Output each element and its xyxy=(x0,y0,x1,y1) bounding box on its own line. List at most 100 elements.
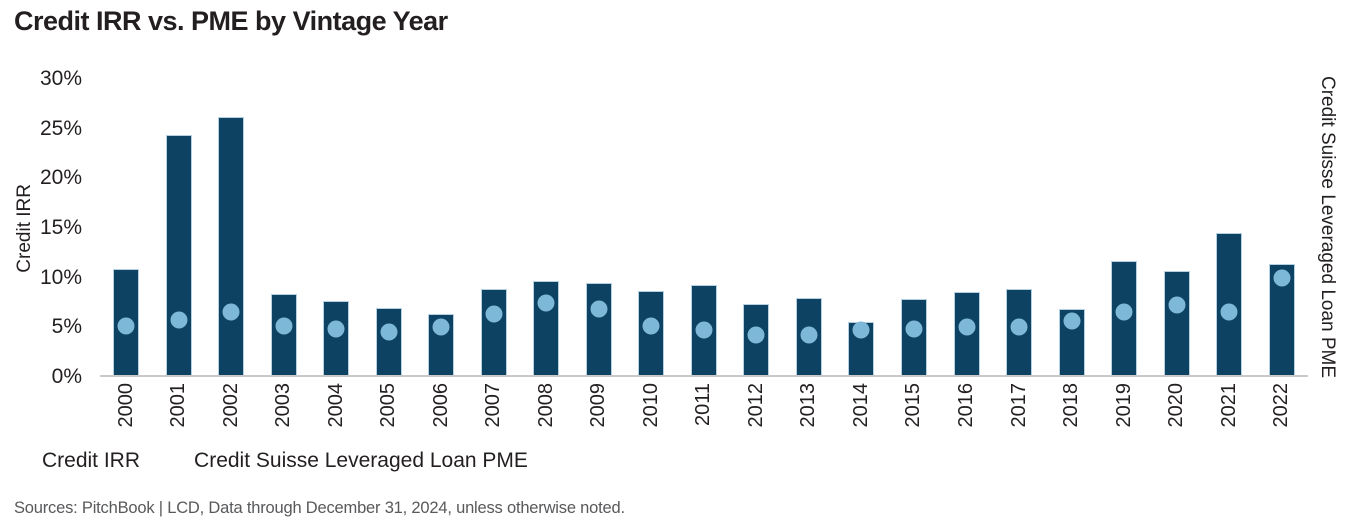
x-tick-label: 2016 xyxy=(955,383,977,428)
pme-dot xyxy=(327,320,345,338)
pme-dot xyxy=(1115,303,1133,321)
pme-dot xyxy=(695,321,713,339)
chart-title: Credit IRR vs. PME by Vintage Year xyxy=(14,6,448,36)
credit-irr-bar xyxy=(480,289,507,375)
y-tick-label: 25% xyxy=(39,116,82,140)
source-note: Sources: PitchBook | LCD, Data through D… xyxy=(14,499,625,517)
pme-dot xyxy=(485,305,503,323)
vintage-column: 2000 xyxy=(100,79,153,428)
credit-irr-swatch-icon xyxy=(16,453,33,470)
vintage-column: 2020 xyxy=(1150,79,1203,428)
x-tick-label: 2003 xyxy=(272,383,295,428)
pme-dot xyxy=(1063,312,1081,330)
pme-dot xyxy=(590,300,608,318)
vintage-column: 2002 xyxy=(205,79,258,428)
x-tick-label: 2010 xyxy=(639,383,662,428)
x-tick-label: 2007 xyxy=(482,383,505,428)
pme-dot xyxy=(1273,269,1291,287)
x-tick-label: 2008 xyxy=(534,383,557,428)
vintage-column: 2005 xyxy=(363,79,416,428)
vintage-column: 2010 xyxy=(625,79,678,428)
x-tick-label: 2004 xyxy=(324,383,347,428)
x-tick-wrap: 2004 xyxy=(310,383,363,428)
credit-irr-bar xyxy=(1163,271,1190,375)
y-axis-title-right: Credit Suisse Leveraged Loan PME xyxy=(1317,75,1338,379)
x-tick-label: 2015 xyxy=(902,383,925,428)
x-tick-label: 2021 xyxy=(1217,383,1240,428)
x-tick-wrap: 2006 xyxy=(415,383,468,428)
vintage-column: 2022 xyxy=(1255,79,1308,428)
x-tick-label: 2019 xyxy=(1112,383,1135,428)
x-tick-label: 2022 xyxy=(1270,383,1293,428)
vintage-column: 2014 xyxy=(835,79,888,428)
credit-irr-bar xyxy=(1006,289,1033,375)
x-tick-label: 2011 xyxy=(692,383,715,427)
vintage-column: 2009 xyxy=(573,79,626,428)
vintage-column: 2021 xyxy=(1203,79,1256,428)
y-tick-label: 30% xyxy=(39,67,82,90)
x-tick-wrap: 2005 xyxy=(363,383,416,428)
x-tick-wrap: 2003 xyxy=(258,383,311,428)
x-tick-wrap: 2002 xyxy=(205,383,258,428)
pme-dot xyxy=(380,323,398,341)
y-tick-label: 10% xyxy=(39,265,82,289)
x-tick-wrap: 2021 xyxy=(1203,383,1256,428)
legend: Credit IRR Credit Suisse Leveraged Loan … xyxy=(16,449,528,473)
credit-irr-bar xyxy=(323,301,350,375)
x-tick-wrap: 2009 xyxy=(573,383,626,428)
x-tick-label: 2018 xyxy=(1060,383,1083,428)
x-tick-label: 2001 xyxy=(167,383,190,428)
x-tick-label: 2012 xyxy=(744,383,767,428)
credit-irr-bar xyxy=(375,307,402,375)
x-tick-wrap: 2013 xyxy=(783,383,836,428)
pme-dot xyxy=(275,317,293,335)
x-tick-label: 2014 xyxy=(849,383,872,428)
pme-dot xyxy=(958,318,975,336)
x-tick-label: 2006 xyxy=(429,383,452,428)
pme-dot xyxy=(1010,318,1028,336)
y-tick-label: 5% xyxy=(51,315,82,339)
vintage-column: 2017 xyxy=(993,79,1046,428)
vintage-column: 2011 xyxy=(678,79,731,426)
pme-dot xyxy=(747,326,765,344)
vintage-column: 2008 xyxy=(520,79,573,428)
x-tick-wrap: 2017 xyxy=(993,383,1046,428)
vintage-column: 2012 xyxy=(730,79,783,428)
pme-dot xyxy=(117,317,135,335)
vintage-column: 2016 xyxy=(940,79,993,428)
pme-dot xyxy=(642,317,660,335)
vintage-column: 2006 xyxy=(415,79,468,428)
x-tick-wrap: 2012 xyxy=(730,383,783,428)
x-tick-wrap: 2020 xyxy=(1150,383,1203,428)
pme-swatch-icon xyxy=(168,453,185,470)
x-tick-wrap: 2015 xyxy=(888,383,941,428)
x-tick-wrap: 2001 xyxy=(153,383,206,428)
vintage-column: 2015 xyxy=(888,79,941,428)
y-tick-label: 0% xyxy=(51,365,82,388)
legend-label-pme: Credit Suisse Leveraged Loan PME xyxy=(194,449,528,472)
y-tick-label: 15% xyxy=(39,216,82,239)
credit-irr-bar xyxy=(585,283,612,375)
x-tick-wrap: 2007 xyxy=(468,383,521,428)
x-tick-label: 2000 xyxy=(114,383,137,428)
x-tick-label: 2005 xyxy=(377,383,400,428)
vintage-column: 2004 xyxy=(310,79,363,428)
plot-area: 2000 2001 2002 2003 2004 2005 2006 2007 2008 2009… xyxy=(100,79,1308,428)
pme-dot xyxy=(905,320,923,338)
legend-item-credit-irr: Credit IRR xyxy=(16,449,140,473)
legend-label-credit-irr: Credit IRR xyxy=(42,449,141,472)
x-tick-wrap: 2000 xyxy=(100,383,153,428)
vintage-column: 2018 xyxy=(1045,79,1098,428)
x-tick-wrap: 2022 xyxy=(1255,383,1308,428)
pme-dot xyxy=(432,318,450,336)
pme-dot xyxy=(222,303,240,321)
y-axis-title-right-wrap: Credit Suisse Leveraged Loan PME xyxy=(1314,66,1340,388)
x-tick-wrap: 2019 xyxy=(1098,383,1151,428)
x-tick-wrap: 2008 xyxy=(520,383,573,428)
vintage-column: 2001 xyxy=(153,79,206,428)
credit-irr-bar xyxy=(218,116,245,375)
pme-dot xyxy=(852,321,870,339)
pme-dot xyxy=(170,311,188,329)
y-axis-ticks: 0% 5% 10% 15% 20% 25% 30% xyxy=(0,67,90,388)
vintage-column: 2013 xyxy=(783,79,836,428)
